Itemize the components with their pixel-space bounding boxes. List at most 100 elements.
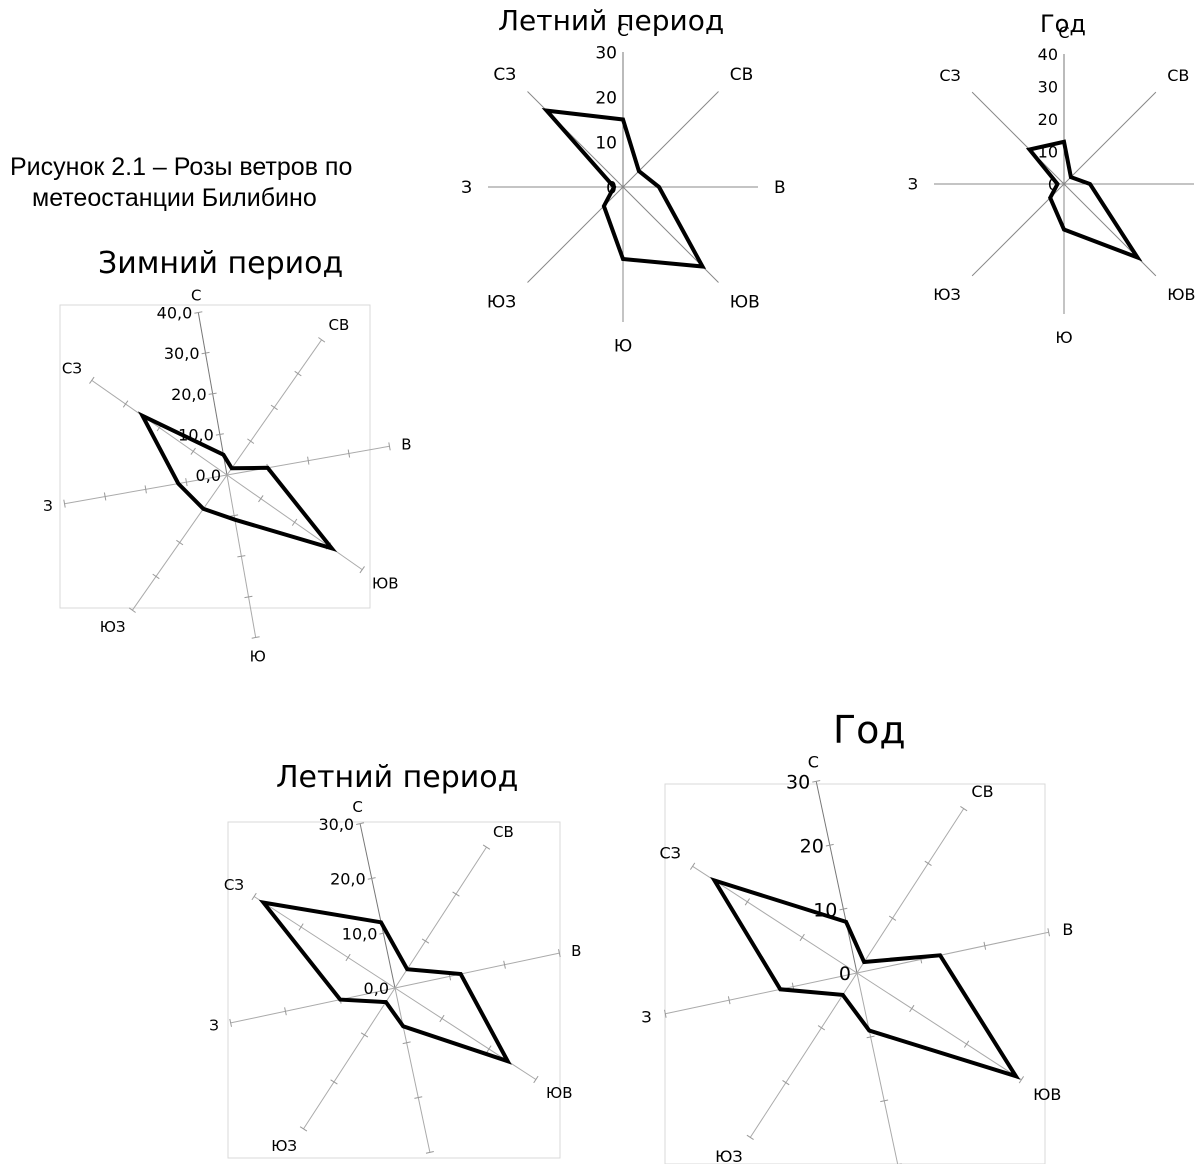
axis-tick-mark: [201, 351, 210, 355]
radial-tick-label: 40: [1038, 45, 1058, 64]
data-point-se: [331, 547, 333, 549]
direction-label-nw: СЗ: [493, 65, 516, 85]
direction-label-ne: СВ: [493, 823, 514, 841]
axis-spoke-nw: [971, 91, 1065, 185]
axis-tick-mark: [744, 898, 751, 906]
data-point-n: [1063, 141, 1065, 143]
wind-rose-winter: 0,0 10,0 20,0 30,0 40,0С СВ В ЮВ Ю ЮЗ З СЗ: [43, 287, 412, 666]
direction-label-w: З: [43, 497, 53, 515]
radial-tick-label: 0,0: [364, 979, 389, 998]
caption-line-1: Рисунок 2.1 – Розы ветров по: [10, 153, 353, 181]
direction-label-nw: СЗ: [62, 360, 82, 378]
direction-label-sw: ЮЗ: [933, 285, 961, 304]
axis-tick-mark: [414, 1096, 423, 1099]
data-point-w: [613, 186, 615, 188]
axis-tick-mark: [866, 1035, 875, 1039]
plot-area-border: [664, 783, 1046, 1164]
radial-tick-label: 20,0: [330, 870, 366, 889]
direction-label-se: ЮВ: [1033, 1085, 1061, 1104]
radial-tick-label: 20,0: [171, 385, 207, 404]
axis-spoke-se: [1063, 183, 1157, 277]
direction-label-se: ЮВ: [730, 292, 760, 312]
axis-tick-mark: [1018, 1076, 1025, 1084]
axis-tick-mark: [421, 938, 430, 944]
direction-label-ne: СВ: [971, 782, 993, 801]
axis-tick-mark: [558, 949, 561, 958]
chart-title-summer-bottom: Летний период: [276, 760, 519, 795]
axis-tick-mark: [230, 514, 239, 517]
data-point-sw: [1049, 197, 1051, 199]
axis-tick-mark: [194, 311, 203, 314]
axis-tick-mark: [63, 499, 66, 508]
axis-tick-mark: [176, 539, 184, 546]
direction-label-e: В: [774, 178, 786, 198]
axis-tick-mark: [664, 1009, 667, 1018]
axis-tick-mark: [817, 1025, 826, 1031]
radial-tick-label: 0,0: [196, 466, 221, 485]
axis-tick-mark: [208, 392, 217, 395]
axis-tick-mark: [388, 442, 391, 451]
axis-tick-mark: [425, 1151, 434, 1154]
axis-tick-mark: [1047, 928, 1050, 937]
axis-spoke-s: [856, 972, 899, 1164]
direction-label-w: З: [641, 1007, 651, 1026]
data-point-ne: [406, 968, 408, 970]
axis-tick-mark: [888, 915, 897, 921]
data-point-w: [177, 483, 179, 485]
data-point-n: [622, 119, 624, 120]
data-point-sw: [385, 1001, 387, 1003]
direction-label-sw: ЮЗ: [715, 1147, 743, 1164]
axis-tick-mark: [486, 1045, 492, 1053]
data-point-sw: [842, 994, 844, 996]
radial-tick-label: 30: [786, 772, 810, 794]
chart-title-year-top: Год: [1040, 10, 1086, 38]
direction-label-se: ЮВ: [1167, 285, 1195, 304]
plot-area-border: [59, 304, 371, 609]
direction-label-n: С: [617, 21, 629, 41]
axis-spoke-ne: [856, 808, 965, 974]
axis-tick-mark: [402, 1041, 411, 1045]
axis-tick-mark: [258, 495, 264, 503]
radial-tick-label: 30,0: [164, 344, 200, 363]
radial-tick-label: 20: [1038, 110, 1058, 129]
data-point-s: [234, 519, 236, 521]
axis-tick-mark: [689, 862, 696, 870]
data-point-sw: [202, 508, 204, 510]
axis-spoke-ne: [622, 91, 719, 188]
data-point-w: [339, 999, 341, 1001]
direction-label-s: Ю: [250, 647, 266, 665]
data-point-nw: [714, 880, 715, 881]
axis-tick-mark: [880, 1099, 889, 1103]
axis-spoke-sw: [749, 972, 858, 1138]
data-point-e: [1089, 183, 1091, 185]
axis-tick-mark: [360, 1032, 369, 1038]
data-point-n: [845, 921, 847, 923]
axis-tick-mark: [190, 447, 196, 455]
data-point-se: [702, 266, 703, 267]
direction-label-w: З: [908, 175, 918, 194]
axis-spoke-w: [665, 972, 858, 1015]
axis-tick-mark: [727, 996, 731, 1005]
data-point-nw: [263, 902, 264, 904]
axis-tick-mark: [782, 1079, 790, 1086]
axis-spoke-e: [856, 931, 1049, 974]
data-point-n: [222, 454, 224, 456]
direction-label-s: Ю: [614, 337, 632, 357]
plot-area-border: [227, 821, 561, 1159]
wind-rose-summer-bottom: 0,0 10,0 20,0 30,0С СВ В ЮВ Ю ЮЗ З СЗ: [209, 798, 581, 1164]
direction-label-nw: СЗ: [224, 876, 244, 894]
axis-tick-mark: [359, 566, 365, 574]
direction-label-w: З: [209, 1017, 219, 1035]
direction-label-e: В: [571, 942, 581, 960]
axis-tick-mark: [746, 1134, 754, 1141]
axis-tick-mark: [983, 941, 987, 950]
data-point-e: [460, 973, 462, 975]
data-point-se: [507, 1060, 509, 1062]
caption-line-2: метеостанции Билибино: [32, 184, 317, 212]
direction-label-w: З: [461, 178, 472, 198]
axis-tick-mark: [294, 370, 302, 377]
direction-label-n: С: [352, 798, 362, 816]
axis-tick-mark: [533, 1075, 539, 1084]
